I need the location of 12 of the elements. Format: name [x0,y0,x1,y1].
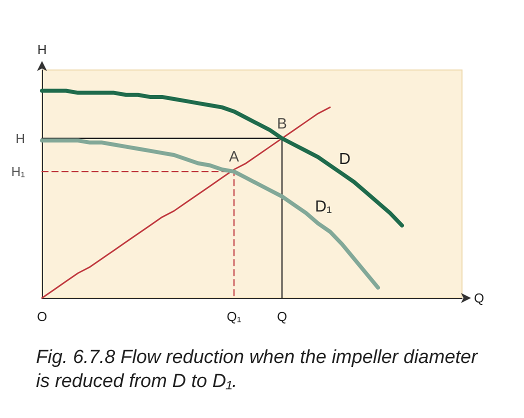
text: Fig. 6.7.8 Flow reduction when the impeller diameter is reduced from D to D₁. [36,346,479,394]
x-axis-title: Q [474,290,484,306]
x-tick-label: Q [276,309,288,324]
series-label: D₁ [315,198,332,216]
x-tick-label: Q₁ [226,309,242,324]
x-tick-label: O [36,309,48,324]
annotation: B [276,115,288,132]
annotation: A [228,148,240,166]
series-label: D [339,150,351,168]
y-axis-title: H [37,42,47,57]
annotation: H₁ [11,164,26,180]
annotation: H [16,130,25,146]
